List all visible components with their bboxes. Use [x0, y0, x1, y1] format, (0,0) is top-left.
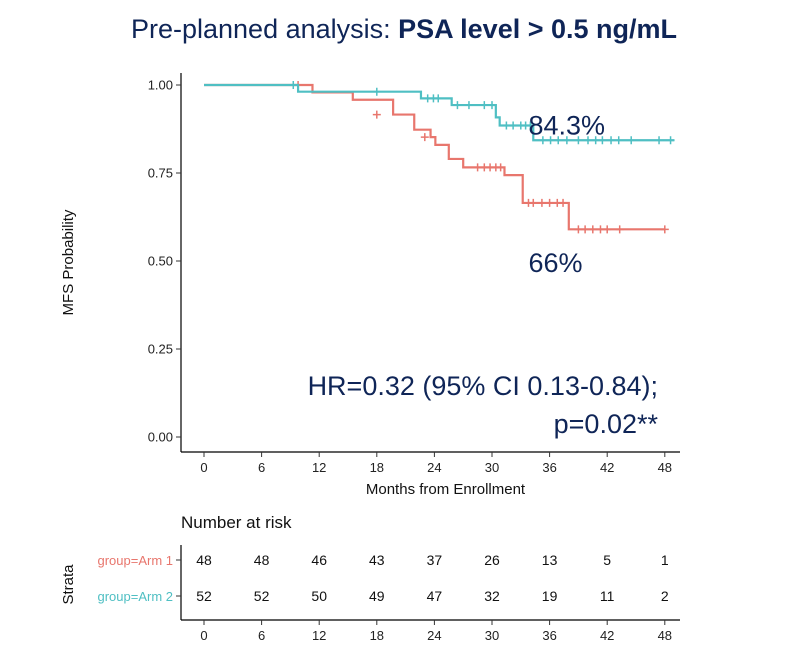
censor-mark: [627, 136, 636, 145]
y-tick-label: 1.00: [148, 78, 173, 93]
censor-mark: [488, 101, 496, 110]
x-tick-label: 24: [427, 460, 441, 475]
risk-count: 52: [196, 588, 212, 604]
risk-x-tick-label: 0: [200, 628, 207, 643]
censor-mark: [434, 94, 443, 103]
risk-x-tick-label: 24: [427, 628, 441, 643]
risk-y-axis-label: Strata: [60, 564, 77, 605]
risk-count: 1: [661, 552, 669, 568]
risk-x-tick-label: 48: [658, 628, 672, 643]
risk-count: 37: [427, 552, 443, 568]
censor-mark: [537, 198, 546, 207]
censor-mark: [420, 133, 429, 142]
censor-mark: [607, 136, 616, 145]
y-tick-label: 0.50: [148, 254, 173, 269]
x-axis-label: Months from Enrollment: [366, 481, 526, 498]
y-tick-label: 0.25: [148, 342, 173, 357]
censor-mark: [480, 101, 489, 110]
censor-mark: [473, 163, 482, 172]
censor-mark: [666, 136, 675, 145]
x-tick-label: 30: [485, 460, 499, 475]
censor-mark: [372, 110, 381, 119]
risk-x-tick-label: 36: [542, 628, 556, 643]
censor-mark: [453, 101, 462, 110]
risk-count: 49: [369, 588, 385, 604]
risk-count: 48: [254, 552, 270, 568]
y-axis-label: MFS Probability: [60, 209, 77, 315]
risk-x-tick-label: 18: [370, 628, 384, 643]
censor-mark: [598, 136, 607, 145]
risk-count: 52: [254, 588, 270, 604]
censor-mark: [584, 136, 592, 145]
censor-mark: [574, 225, 583, 234]
risk-count: 19: [542, 588, 558, 604]
risk-row-label-arm-2: group=Arm 2: [97, 589, 173, 604]
censor-mark: [509, 121, 518, 130]
y-tick-label: 0.00: [148, 430, 173, 445]
km-axes: 0.00 0.25 0.50 0.75 1.00 0 6 12 18 24 30 36 42 48 Mont…: [60, 73, 680, 498]
risk-count: 2: [661, 588, 669, 604]
x-tick-label: 18: [370, 460, 384, 475]
censor-mark: [554, 136, 563, 145]
censor-mark: [559, 198, 568, 207]
arm1-survival-label: 66%: [528, 248, 582, 278]
censor-mark: [529, 198, 538, 207]
km-annotations: 84.3% 66% HR=0.32 (95% CI 0.13-0.84); p=0.0…: [308, 110, 659, 439]
censor-mark: [603, 225, 612, 234]
risk-table-title: Number at risk: [181, 513, 292, 532]
risk-count: 43: [369, 552, 385, 568]
censor-mark: [372, 87, 381, 96]
risk-count: 11: [600, 588, 615, 604]
censor-mark: [546, 136, 555, 145]
risk-x-tick-label: 12: [312, 628, 326, 643]
censor-mark: [496, 163, 505, 172]
x-tick-label: 0: [200, 460, 207, 475]
risk-count: 48: [196, 552, 212, 568]
censor-mark: [591, 136, 600, 145]
arm2-survival-label: 84.3%: [528, 110, 605, 140]
censor-mark: [502, 121, 511, 130]
censor-mark: [615, 225, 624, 234]
hazard-ratio-text: HR=0.32 (95% CI 0.13-0.84);: [308, 371, 658, 401]
risk-count: 46: [311, 552, 327, 568]
risk-count: 50: [311, 588, 327, 604]
censor-mark: [588, 225, 597, 234]
censor-mark: [289, 81, 298, 89]
censor-mark: [655, 136, 664, 145]
censor-mark: [562, 136, 571, 145]
censor-mark: [545, 198, 554, 207]
censor-mark: [660, 225, 669, 234]
title-prefix: Pre-planned analysis:: [130, 14, 399, 44]
x-tick-label: 42: [600, 460, 614, 475]
risk-x-tick-label: 30: [485, 628, 499, 643]
censor-mark: [538, 136, 547, 145]
risk-count: 13: [542, 552, 558, 568]
risk-row-label-arm-1: group=Arm 1: [97, 553, 173, 568]
risk-count: 32: [484, 588, 500, 604]
risk-count: 47: [427, 588, 443, 604]
title-bold: PSA level > 0.5 ng/mL: [398, 14, 677, 44]
x-tick-label: 6: [258, 460, 265, 475]
censor-mark: [526, 121, 535, 130]
censor-mark: [574, 136, 583, 145]
p-value-text: p=0.02**: [554, 409, 659, 439]
censor-mark: [581, 225, 590, 234]
km-curve-arm-1: [204, 83, 665, 231]
page-title: Pre-planned analysis: PSA level > 0.5 ng…: [0, 14, 808, 45]
x-tick-label: 36: [542, 460, 556, 475]
risk-count: 5: [603, 552, 611, 568]
risk-count: 26: [484, 552, 500, 568]
x-tick-label: 48: [658, 460, 672, 475]
censor-mark: [464, 101, 473, 110]
km-curves: [204, 81, 675, 234]
censor-mark: [596, 225, 605, 234]
censor-mark: [614, 136, 623, 145]
risk-x-tick-label: 42: [600, 628, 614, 643]
risk-x-tick-label: 6: [258, 628, 265, 643]
y-tick-label: 0.75: [148, 166, 173, 181]
x-tick-label: 12: [312, 460, 326, 475]
